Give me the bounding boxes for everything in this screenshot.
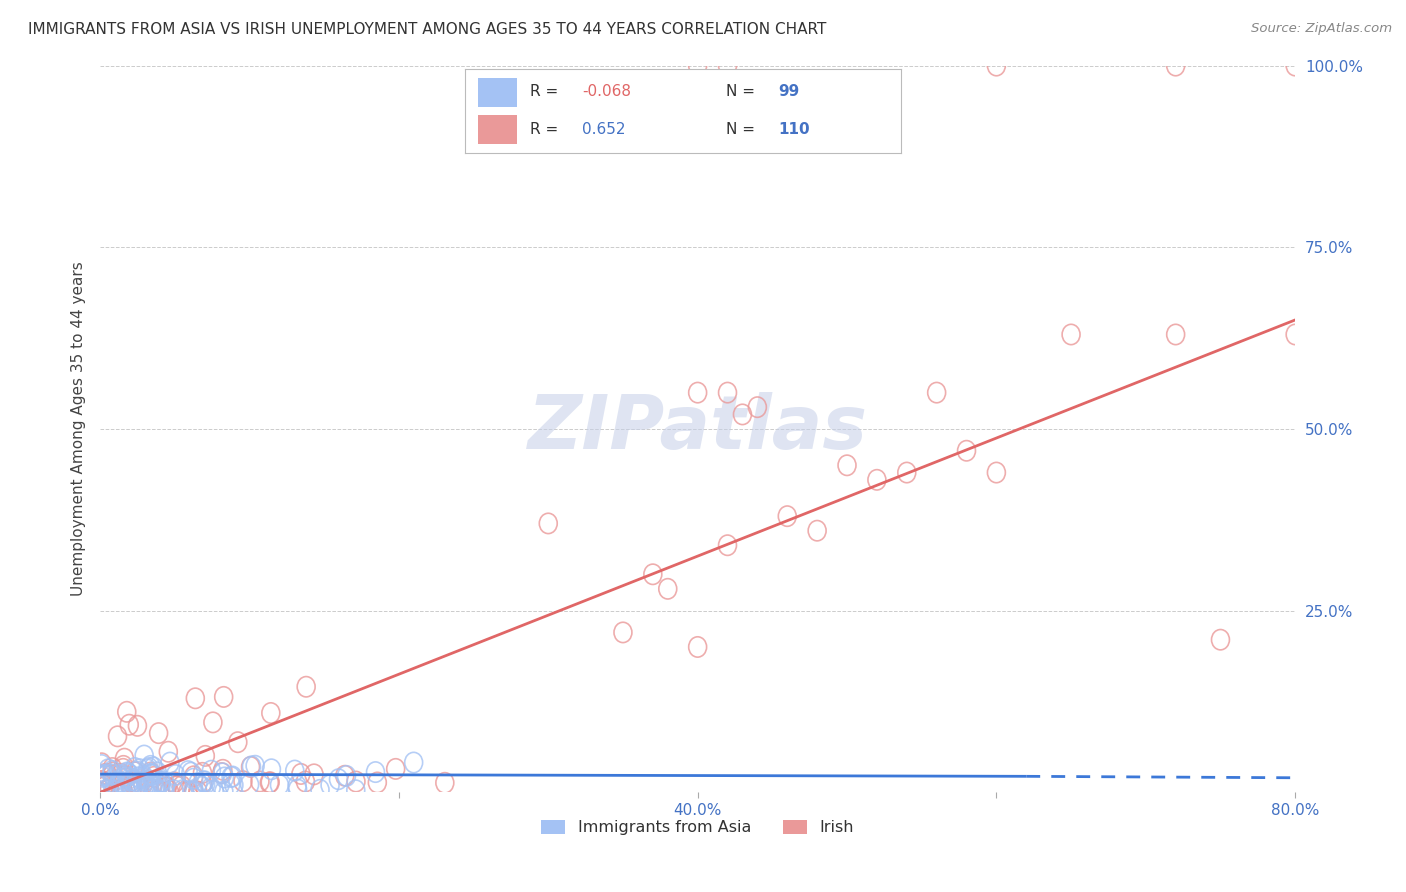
Legend: Immigrants from Asia, Irish: Immigrants from Asia, Irish (541, 820, 855, 835)
Text: ZIPatlas: ZIPatlas (527, 392, 868, 466)
Text: IMMIGRANTS FROM ASIA VS IRISH UNEMPLOYMENT AMONG AGES 35 TO 44 YEARS CORRELATION: IMMIGRANTS FROM ASIA VS IRISH UNEMPLOYME… (28, 22, 827, 37)
Y-axis label: Unemployment Among Ages 35 to 44 years: Unemployment Among Ages 35 to 44 years (72, 261, 86, 597)
Text: Source: ZipAtlas.com: Source: ZipAtlas.com (1251, 22, 1392, 36)
